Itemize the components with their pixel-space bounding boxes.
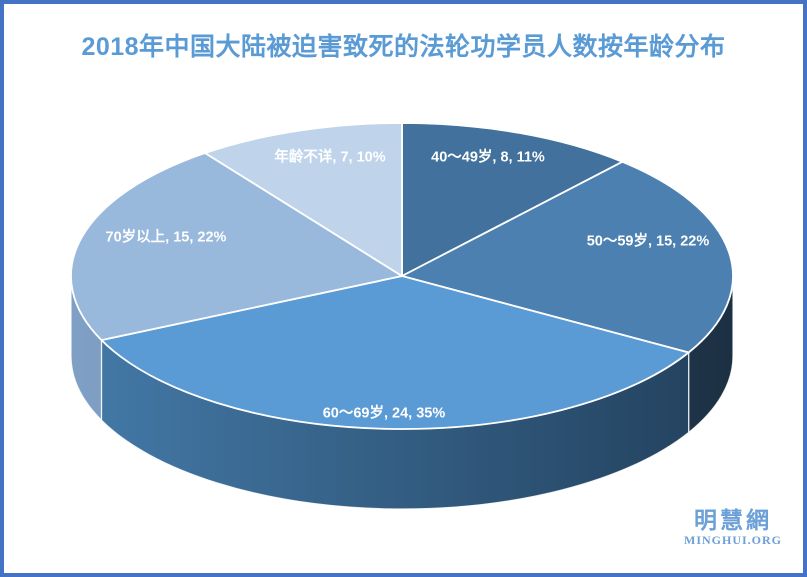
- slice-label-3: 70岁以上, 15, 22%: [105, 229, 227, 246]
- pie-slice-4: [204, 122, 403, 277]
- slice-label-0: 40～49岁, 8, 11%: [431, 149, 545, 166]
- pie-slice-2: [100, 275, 690, 430]
- slice-label-1: 50～59岁, 15, 22%: [586, 233, 710, 250]
- slice-label-2: 60～69岁, 24, 35%: [322, 405, 446, 422]
- minghui-logo-cjk: 明慧網: [694, 508, 772, 533]
- pie-slice-3: [70, 152, 403, 342]
- slice-label-4: 年龄不详, 7, 10%: [274, 149, 386, 166]
- pie-slice-0: [401, 122, 624, 277]
- chart-title: 2018年中国大陆被迫害致死的法轮功学员人数按年龄分布: [81, 33, 726, 61]
- minghui-logo: 明慧網 MINGHUI.ORG: [684, 508, 782, 548]
- minghui-logo-latin: MINGHUI.ORG: [684, 533, 782, 548]
- pie-slice-1: [401, 160, 734, 354]
